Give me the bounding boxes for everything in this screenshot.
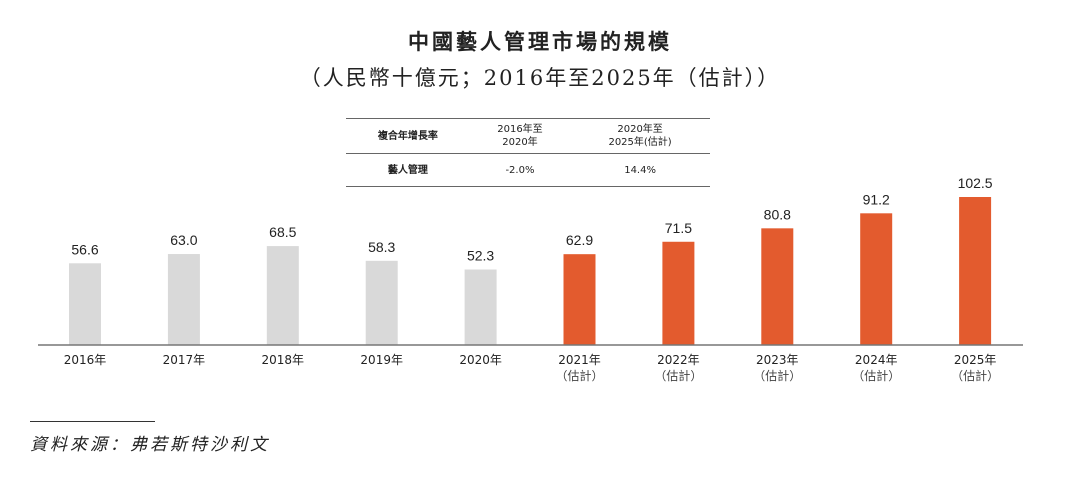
data-label: 71.5 [665,220,692,236]
chart-title: 中國藝人管理市場的規模 [408,29,672,54]
x-tick-label: 2018年 [262,353,305,367]
x-tick-note: （估計） [555,368,603,383]
bar-2021年 [563,254,596,345]
data-label: 80.8 [764,206,791,222]
data-label: 52.3 [467,247,494,263]
data-label: 68.5 [269,224,296,240]
x-tick-note: （估計） [951,368,999,383]
data-label: 91.2 [863,191,890,207]
x-tick-note: （估計） [852,368,900,383]
bar-2024年 [860,213,893,345]
bar-2020年 [464,269,497,345]
bar-chart: 56.6 2016年 63.0 2017年 68.5 2018年 58.3 2019年 52.3… [38,175,1023,383]
cagr-value-2: 14.4% [624,164,656,176]
data-label: 63.0 [170,232,197,248]
source-note: 資料來源：弗若斯特沙利文 [30,435,270,455]
bar-2025年 [959,197,992,345]
x-tick-label: 2022年 [657,353,700,367]
data-label: 58.3 [368,239,395,255]
cagr-header-period-1: 2016年至 2020年 [469,118,571,154]
x-tick-label: 2025年 [954,353,997,367]
bar-2022年 [662,241,695,345]
bar-2018年 [266,246,299,345]
x-tick-note: （估計） [753,368,801,383]
data-label: 102.5 [958,175,993,191]
x-tick-label: 2021年 [558,353,601,367]
cagr-value-1: -2.0% [505,164,535,176]
cagr-row-label: 藝人管理 [387,164,428,176]
data-label: 62.9 [566,232,593,248]
x-tick-label: 2016年 [64,353,107,367]
bar-2019年 [365,260,398,345]
x-tick-label: 2023年 [756,353,799,367]
x-tick-label: 2019年 [360,353,403,367]
cagr-header-label: 複合年增長率 [346,118,470,154]
bar-2016年 [69,263,101,345]
x-tick-label: 2024年 [855,353,898,367]
cagr-header-period-2: 2020年至 2025年(估計) [570,118,710,154]
x-tick-note: （估計） [654,368,702,383]
cagr-table: 複合年增長率 2016年至 2020年 2020年至 2025年(估計) 藝人管… [346,118,710,187]
bar-2023年 [761,228,794,345]
x-tick-label: 2020年 [459,353,502,367]
x-tick-label: 2017年 [163,353,206,367]
source-divider [30,421,155,422]
bar-2017年 [167,254,200,345]
data-label: 56.6 [71,241,98,257]
chart-subtitle: （人民幣十億元；2016年至2025年（估計）） [299,66,781,90]
